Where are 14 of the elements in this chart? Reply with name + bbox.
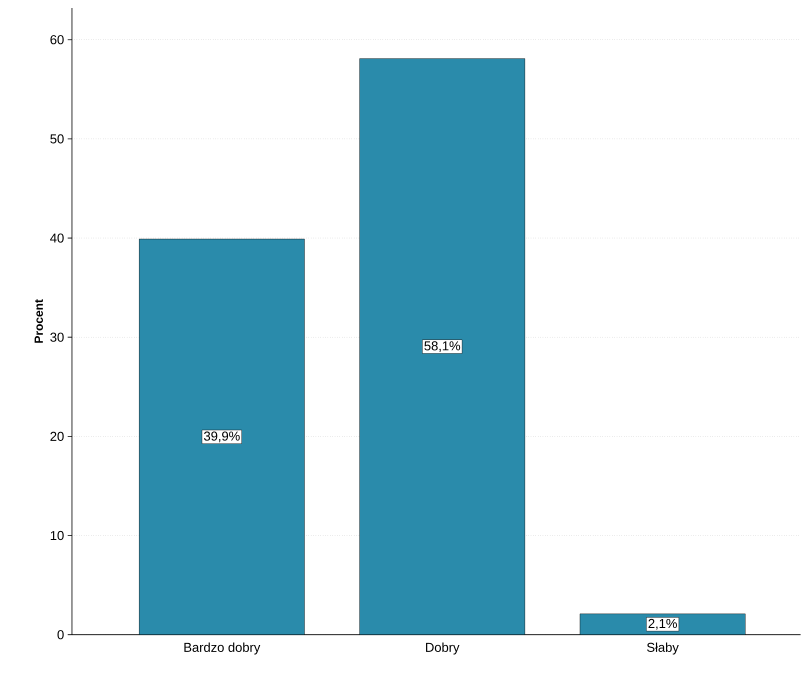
y-tick-label: 10 [50,531,64,540]
x-tick-label: Dobry [426,642,460,655]
x-tick-label: Słaby [647,642,679,655]
y-tick-label: 0 [58,630,64,640]
data-label: 2,1% [648,619,677,630]
y-axis-title: Procent [34,299,43,343]
y-tick-label: 60 [50,35,64,44]
y-tick-label: 40 [50,234,64,243]
y-tick-label: 30 [50,332,64,342]
x-tick-label: Bardzo dobry [184,642,260,655]
data-label: 58,1% [424,341,460,352]
y-tick-label: 50 [50,134,64,144]
y-tick-label: 20 [50,432,64,442]
data-label: 39,9% [204,432,240,442]
